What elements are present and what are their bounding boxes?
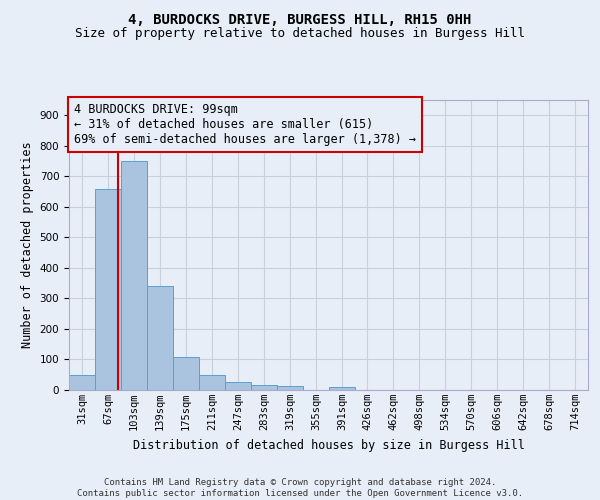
- Bar: [225, 382, 251, 390]
- Text: Contains HM Land Registry data © Crown copyright and database right 2024.
Contai: Contains HM Land Registry data © Crown c…: [77, 478, 523, 498]
- Text: Size of property relative to detached houses in Burgess Hill: Size of property relative to detached ho…: [75, 28, 525, 40]
- Y-axis label: Number of detached properties: Number of detached properties: [21, 142, 34, 348]
- Bar: [199, 374, 225, 390]
- Bar: [95, 188, 121, 390]
- Text: 4 BURDOCKS DRIVE: 99sqm
← 31% of detached houses are smaller (615)
69% of semi-d: 4 BURDOCKS DRIVE: 99sqm ← 31% of detache…: [74, 103, 416, 146]
- X-axis label: Distribution of detached houses by size in Burgess Hill: Distribution of detached houses by size …: [133, 438, 524, 452]
- Bar: [277, 386, 302, 390]
- Bar: [121, 161, 147, 390]
- Bar: [173, 357, 199, 390]
- Bar: [251, 386, 277, 390]
- Bar: [329, 387, 355, 390]
- Bar: [69, 374, 95, 390]
- Text: 4, BURDOCKS DRIVE, BURGESS HILL, RH15 0HH: 4, BURDOCKS DRIVE, BURGESS HILL, RH15 0H…: [128, 12, 472, 26]
- Bar: [147, 286, 173, 390]
